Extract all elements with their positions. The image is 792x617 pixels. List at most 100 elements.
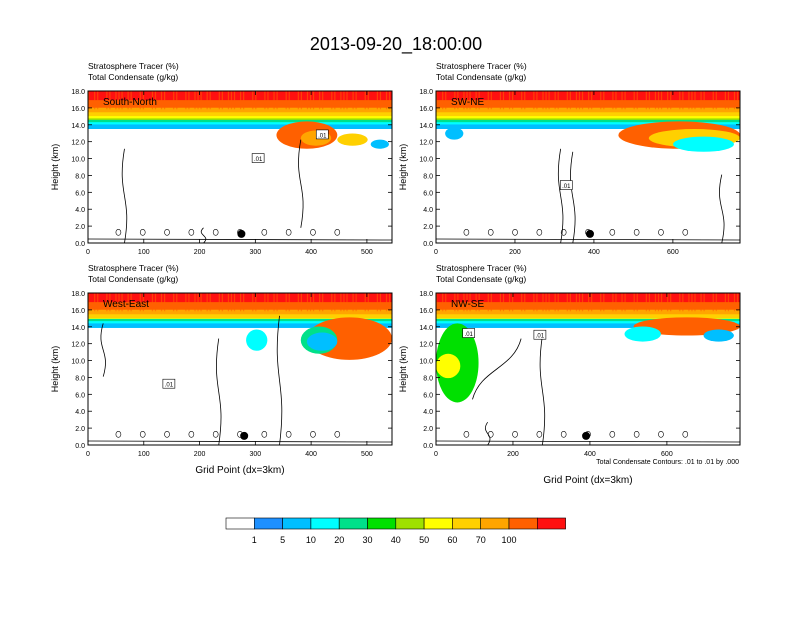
tracer-streak — [194, 293, 196, 312]
y-tick-label: 16.0 — [71, 308, 85, 315]
tracer-streak — [466, 91, 468, 110]
tracer-streak — [364, 91, 366, 110]
x-tick-label: 600 — [667, 249, 679, 256]
terrain-line — [436, 440, 740, 443]
condensate-cell — [609, 229, 616, 236]
tracer-streak — [206, 293, 208, 312]
x-tick-label: 400 — [588, 249, 600, 256]
condensate-contour — [570, 151, 576, 243]
condensate-contour — [298, 139, 304, 228]
tracer-streak — [463, 91, 465, 110]
tracer-blob — [703, 329, 734, 342]
tracer-streak — [490, 293, 492, 312]
tracer-streak — [670, 91, 672, 110]
contour-label-box — [462, 328, 476, 338]
tracer-blob — [337, 133, 368, 146]
tracer-streak — [185, 91, 187, 110]
y-tick-label: 18.0 — [419, 89, 433, 96]
tracer-streak — [385, 91, 388, 110]
condensate-cell — [609, 431, 616, 438]
contour-label: .01 — [318, 133, 327, 139]
panel-name: SW-NE — [451, 97, 484, 108]
tracer-streak — [569, 293, 571, 312]
heatmap-field — [436, 91, 740, 243]
tracer-streak — [106, 293, 108, 312]
y-axis-label: Height (km) — [50, 144, 60, 191]
tracer-streak — [478, 293, 480, 312]
tracer-streak — [603, 91, 605, 110]
colorbar-label: 30 — [362, 535, 372, 545]
y-tick-label: 6.0 — [75, 190, 85, 197]
tracer-streak — [442, 293, 444, 312]
tracer-streak — [243, 91, 245, 110]
tracer-streak — [660, 293, 663, 312]
tracer-streak — [300, 293, 302, 312]
tracer-streak — [109, 293, 111, 312]
y-tick-label: 0.0 — [75, 443, 85, 450]
tracer-streak — [508, 293, 511, 312]
tracer-streak — [691, 293, 693, 312]
tracer-streak — [691, 91, 693, 110]
tracer-streak — [724, 293, 726, 312]
tracer-streak — [475, 293, 477, 312]
x-tick-label: 100 — [138, 249, 150, 256]
tracer-streak — [160, 91, 163, 110]
tracer-streak — [267, 91, 269, 110]
colorbar-swatch — [423, 517, 453, 530]
tracer-band — [436, 119, 740, 125]
tracer-streak — [151, 293, 154, 312]
tracer-streak — [346, 91, 348, 110]
tracer-streak — [300, 91, 302, 110]
tracer-streak — [388, 91, 391, 110]
y-tick-label: 4.0 — [423, 409, 433, 416]
condensate-cell — [261, 229, 268, 236]
tracer-streak — [633, 293, 635, 312]
tracer-band — [88, 119, 392, 125]
contour-note: Total Condensate Contours: .01 to .01 by… — [596, 459, 739, 466]
tracer-streak — [536, 293, 538, 312]
tracer-streak — [221, 293, 223, 312]
condensate-cell — [658, 431, 664, 438]
tracer-streak — [442, 91, 444, 110]
tracer-layer — [436, 309, 740, 319]
tracer-layer — [436, 318, 740, 320]
x-tick-label: 0 — [434, 451, 438, 458]
tracer-streak — [188, 293, 190, 312]
y-tick-label: 14.0 — [419, 123, 433, 130]
tracer-streak — [322, 293, 324, 312]
x-tick-label: 300 — [249, 451, 261, 458]
tracer-streak — [151, 91, 154, 110]
contour-label-box — [533, 329, 547, 340]
tracer-streak — [670, 293, 672, 312]
tracer-streak — [218, 91, 220, 110]
tracer-blob — [370, 139, 389, 149]
tracer-streak — [115, 293, 117, 312]
tracer-streak — [703, 91, 705, 110]
plot-frame — [435, 90, 741, 244]
tracer-streak — [621, 293, 623, 312]
tracer-streak — [733, 293, 736, 312]
location-marker — [237, 229, 246, 238]
tracer-streak — [712, 293, 714, 312]
y-tick-label: 6.0 — [423, 190, 433, 197]
tracer-streak — [545, 293, 547, 312]
colorbar-swatch — [480, 517, 510, 530]
tracer-streak — [267, 293, 269, 312]
y-tick-label: 14.0 — [71, 325, 85, 332]
heatmap-field — [436, 293, 740, 445]
tracer-streak — [273, 293, 275, 312]
condensate-contour — [276, 315, 283, 445]
tracer-streak — [194, 91, 196, 110]
tracer-streak — [176, 91, 178, 110]
tracer-streak — [355, 91, 357, 110]
tracer-streak — [255, 293, 257, 312]
tracer-blob — [436, 353, 461, 379]
tracer-streak — [542, 293, 544, 312]
tracer-streak — [463, 293, 465, 312]
tracer-streak — [312, 293, 315, 312]
tracer-streak — [197, 91, 199, 110]
tracer-streak — [600, 91, 602, 110]
tracer-streak — [591, 91, 593, 110]
colorbar-label: 70 — [476, 535, 486, 545]
location-marker — [240, 431, 249, 440]
